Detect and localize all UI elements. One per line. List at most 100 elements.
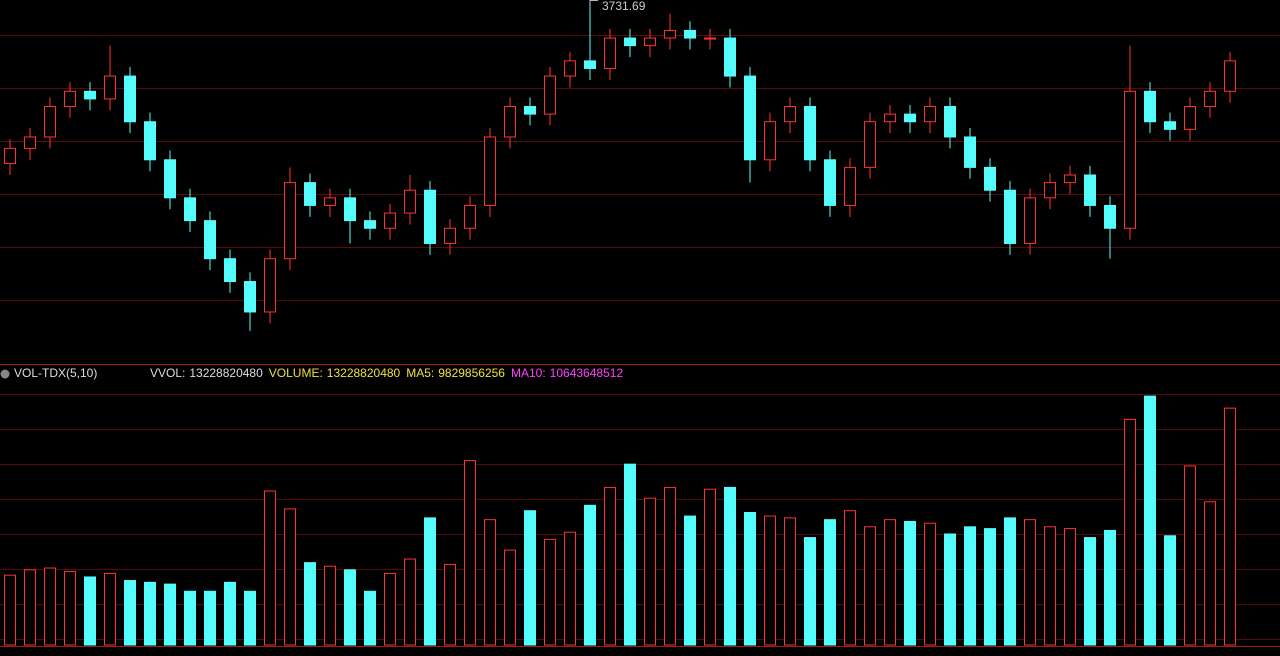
volume-bar [684, 515, 696, 646]
candle-body [964, 136, 976, 168]
indicator-toggle[interactable] [0, 369, 10, 379]
volume-bar [124, 580, 136, 646]
volume-bar [524, 510, 536, 646]
candle-body [684, 29, 696, 39]
high-pointer [589, 0, 598, 7]
candle-body [844, 166, 856, 206]
candle-body [464, 204, 476, 229]
volume-bar [24, 569, 36, 646]
candle-body [984, 166, 996, 191]
volume-bar [1104, 529, 1116, 646]
volume-bar [624, 463, 636, 646]
candle-body [1184, 106, 1196, 130]
volume-bar [544, 538, 556, 646]
volume-bar [384, 572, 396, 646]
legend-value: 9829856256 [438, 366, 505, 380]
legend-label: VOLUME: [269, 366, 323, 380]
volume-bar [1124, 418, 1136, 646]
candle-body [1044, 182, 1056, 199]
candle-body [84, 90, 96, 100]
candle-body [824, 159, 836, 206]
volume-bar [444, 563, 456, 646]
candle-body [704, 37, 716, 40]
legend-label: VVOL: [150, 366, 185, 380]
candle-body [1164, 121, 1176, 130]
volume-bar [724, 486, 736, 646]
high-label: 3731.69 [602, 0, 646, 13]
volume-bar [1064, 528, 1076, 646]
candle-body [904, 113, 916, 123]
candle-body [164, 159, 176, 199]
volume-bar [344, 569, 356, 646]
volume-bar [284, 508, 296, 646]
candle-body [1064, 174, 1076, 184]
candle-body [424, 189, 436, 244]
candle-body [144, 121, 156, 161]
volume-bar [1044, 526, 1056, 646]
volume-bar [364, 590, 376, 646]
candle-body [204, 220, 216, 260]
candle-body [1124, 90, 1136, 229]
volume-bar [44, 567, 56, 646]
volume-bar [144, 581, 156, 646]
candle-body [104, 75, 116, 100]
candle-body [284, 182, 296, 260]
candle-body [1204, 90, 1216, 108]
volume-bar [644, 497, 656, 646]
legend-value: 10643648512 [550, 366, 624, 380]
volume-bar [404, 558, 416, 646]
volume-bar [464, 460, 476, 646]
volume-bar [604, 486, 616, 646]
indicator-title: VOL-TDX(5,10) [14, 366, 97, 380]
candle-body [24, 136, 36, 149]
volume-bar [1164, 535, 1176, 646]
volume-bar [1024, 519, 1036, 646]
candle-body [784, 106, 796, 123]
volume-bar [904, 520, 916, 646]
candle-body [604, 37, 616, 69]
volume-bar [1184, 465, 1196, 646]
candle-body [644, 37, 656, 47]
candle-body [664, 29, 676, 39]
volume-bar [584, 504, 596, 646]
volume-bar [104, 572, 116, 646]
volume-bar [864, 526, 876, 646]
volume-bar [664, 486, 676, 646]
candle-body [504, 106, 516, 138]
volume-bar [324, 565, 336, 646]
volume-bar [1204, 501, 1216, 646]
candle-body [544, 75, 556, 115]
candle-body [344, 197, 356, 222]
legend-label: MA5: [406, 366, 434, 380]
candle-body [444, 227, 456, 244]
candle-body [1004, 189, 1016, 244]
candle-body [124, 75, 136, 123]
candle-body [264, 258, 276, 313]
volume-bar [744, 512, 756, 646]
candle-body [864, 121, 876, 168]
candle-body [224, 258, 236, 283]
volume-bar [304, 562, 316, 646]
candle-body [384, 212, 396, 229]
volume-bar [224, 581, 236, 646]
candle-body [804, 106, 816, 161]
volume-bar [204, 590, 216, 646]
volume-bar [984, 528, 996, 646]
volume-bar [244, 590, 256, 646]
indicator-values: VVOL: 13228820480 VOLUME: 13228820480 MA5: 98… [150, 366, 623, 380]
candle-body [944, 106, 956, 138]
candle-body [884, 113, 896, 123]
volume-bar [764, 515, 776, 646]
candle-body [364, 220, 376, 229]
volume-bar [164, 583, 176, 646]
volume-bar [964, 526, 976, 646]
volume-bar [4, 574, 16, 646]
candle-body [4, 147, 16, 165]
volume-bar [924, 522, 936, 646]
volume-bar [64, 571, 76, 646]
candle-body [744, 75, 756, 161]
volume-bar [184, 590, 196, 646]
volume-bar [824, 519, 836, 646]
candle-body [1104, 204, 1116, 229]
